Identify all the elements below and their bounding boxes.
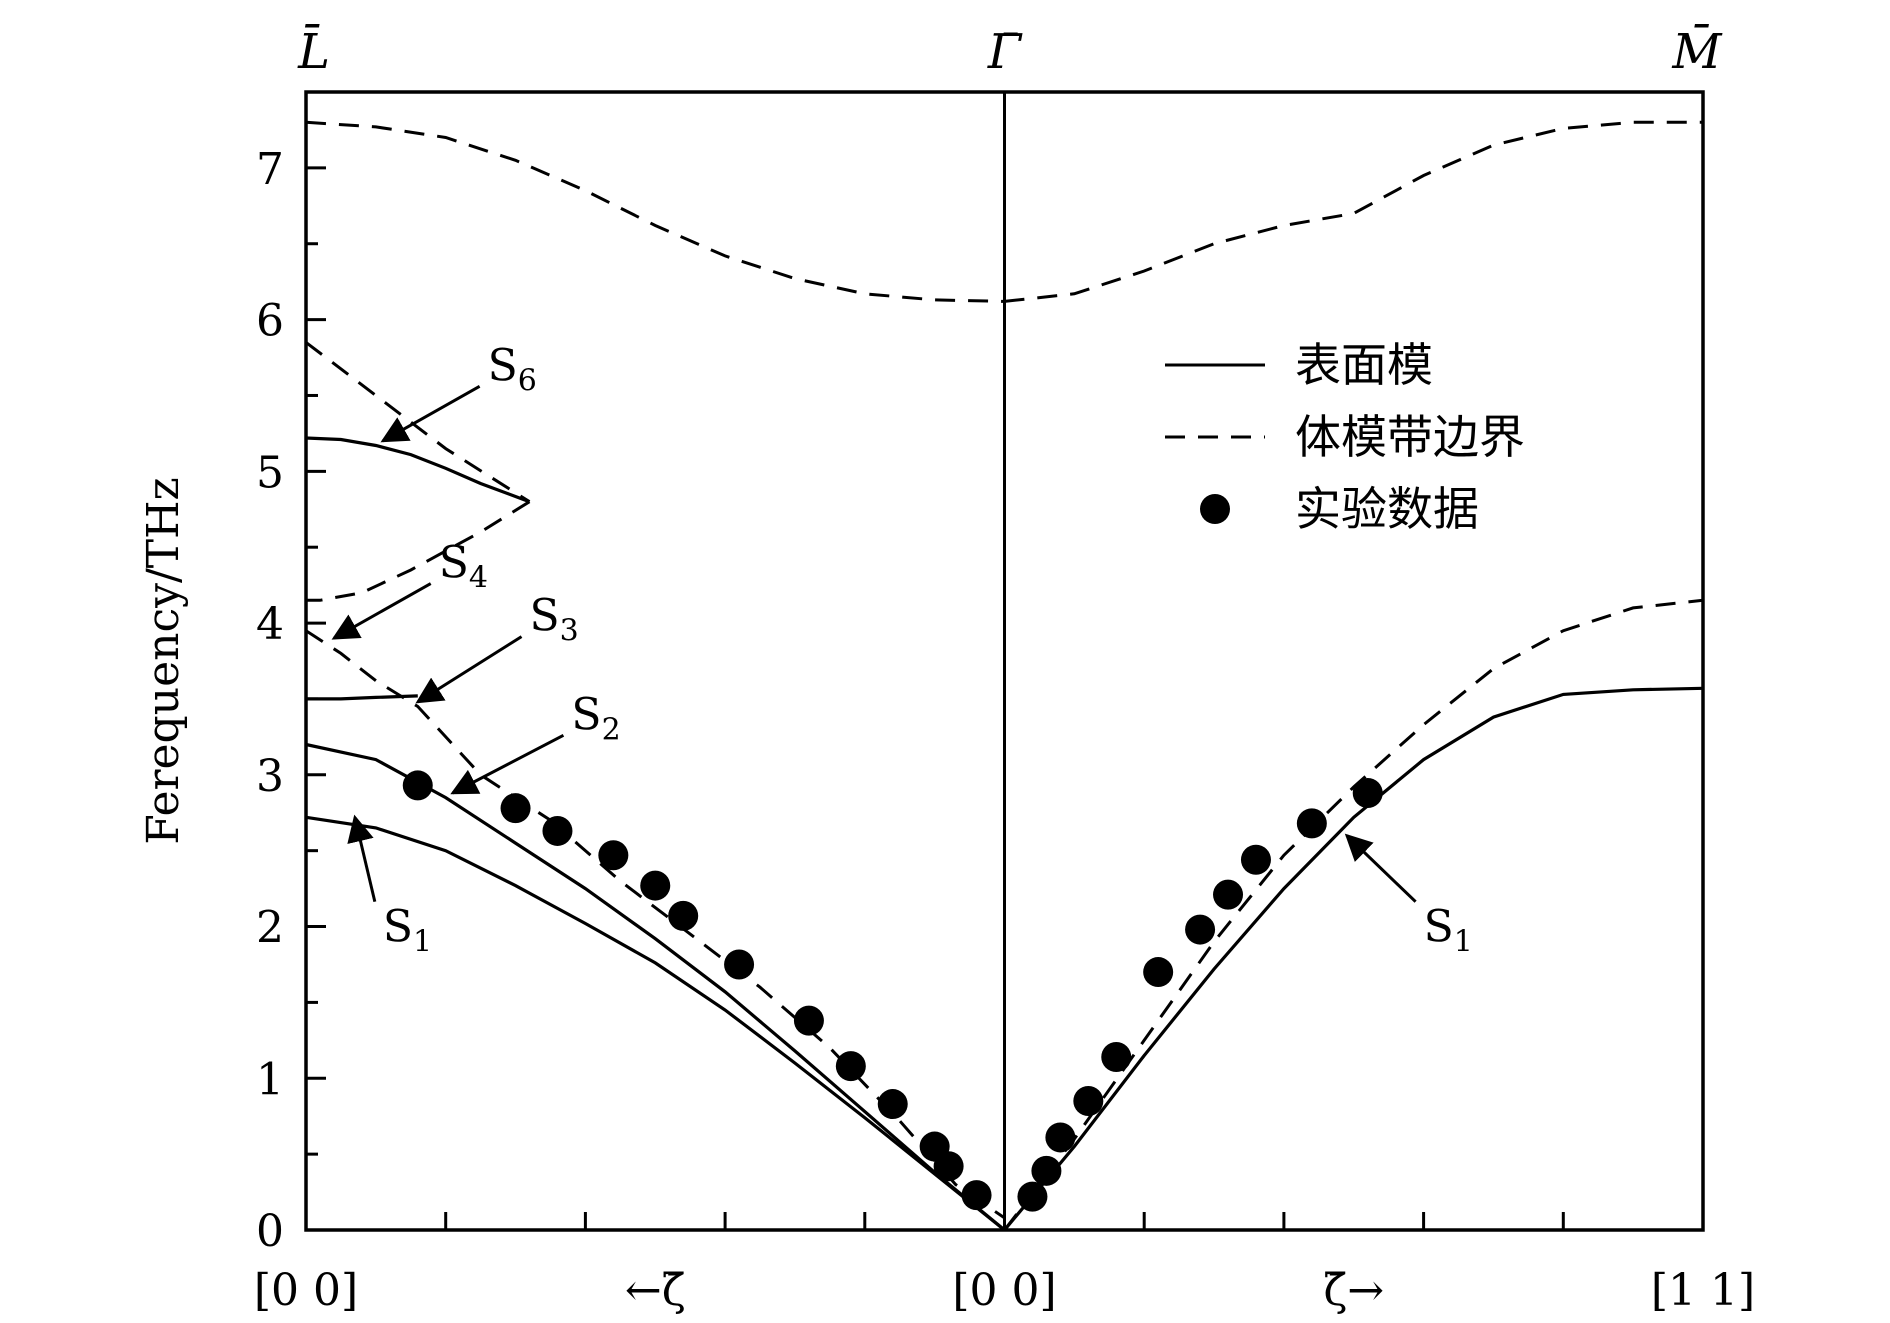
data-point-8 [835,1051,866,1082]
data-point-19 [1185,914,1216,945]
top-label-Gamma: Γ̄ [987,24,1023,80]
mode-label-5: S1 [1424,902,1473,960]
bulk-band-edge-line-5 [305,629,552,822]
bulk-band-edge-line-11 [1003,598,1704,1231]
mode-label-3: S2 [571,689,620,747]
data-point-7 [793,1005,824,1036]
data-point-1 [500,793,531,824]
surface-mode-line-6 [306,694,418,701]
data-point-22 [1296,808,1327,839]
mode-arrow-5 [1344,833,1417,903]
data-point-12 [961,1180,992,1211]
data-point-20 [1213,879,1244,910]
x-label-right-mid: ζ̄→ [1323,1265,1384,1316]
y-tick-label: 4 [256,599,284,650]
mode-label-0: S6 [488,340,537,398]
legend-marker-2 [1200,494,1230,524]
mode-label-1: S4 [439,538,488,596]
surface-mode-line-10 [1003,686,1704,1232]
surface-mode-line-8 [305,742,1006,1232]
top-label-M: M̄ [1671,22,1723,80]
data-point-14 [1031,1155,1062,1186]
y-tick-label: 5 [256,447,284,498]
y-tick-label: 0 [256,1206,284,1257]
x-label-right: [1 1] [1651,1265,1755,1316]
y-tick-label: 2 [256,903,284,954]
data-point-18 [1143,957,1174,988]
data-point-15 [1045,1122,1076,1153]
bulk-band-edge-line-4 [306,500,531,602]
top-label-L: L̄ [297,22,330,80]
data-point-23 [1352,778,1383,809]
mode-label-4: S1 [383,902,432,960]
data-point-17 [1101,1042,1132,1073]
data-point-9 [877,1089,908,1120]
data-point-21 [1240,844,1271,875]
x-label-center: [0 0] [952,1265,1056,1316]
data-point-5 [668,900,699,931]
x-label-left: [0 0] [254,1265,358,1316]
data-point-2 [542,815,573,846]
y-tick-label: 7 [256,144,284,195]
surface-mode-line-3 [305,436,531,504]
mode-arrow-1 [331,582,432,640]
data-point-3 [598,840,629,871]
mode-arrow-0 [380,384,481,443]
y-tick-label: 1 [256,1054,284,1105]
bulk-band-edge-line-1 [1004,120,1703,303]
x-label-left-mid: ←ζ̄ [625,1265,686,1316]
legend-label-2: 实验数据 [1295,482,1479,536]
plot-area: 0 1 2 3 4 5 6 7 Ferequency/THz [0 0] ←ζ̄ [0 0] ζ̄→ [1… [138,22,1755,1316]
data-point-0 [402,770,433,801]
data-point-16 [1073,1086,1104,1117]
surface-mode-line-9 [305,815,1006,1232]
legend-label-1: 体模带边界 [1295,410,1525,464]
bulk-band-edge-line-0 [305,120,1005,303]
y-axis-label: Ferequency/THz [138,477,189,844]
mode-arrow-3 [450,733,565,795]
y-tick-label: 6 [256,296,284,347]
data-point-13 [1017,1181,1048,1212]
data-point-6 [724,949,755,980]
mode-arrow-4 [347,814,377,903]
mode-label-2: S3 [530,591,579,649]
data-point-4 [640,870,671,901]
data-point-11 [933,1151,964,1182]
mode-arrow-2 [415,635,523,704]
y-tick-label: 3 [256,751,284,802]
legend-label-0: 表面模 [1295,338,1433,392]
bulk-band-edge-line-2 [305,341,531,503]
